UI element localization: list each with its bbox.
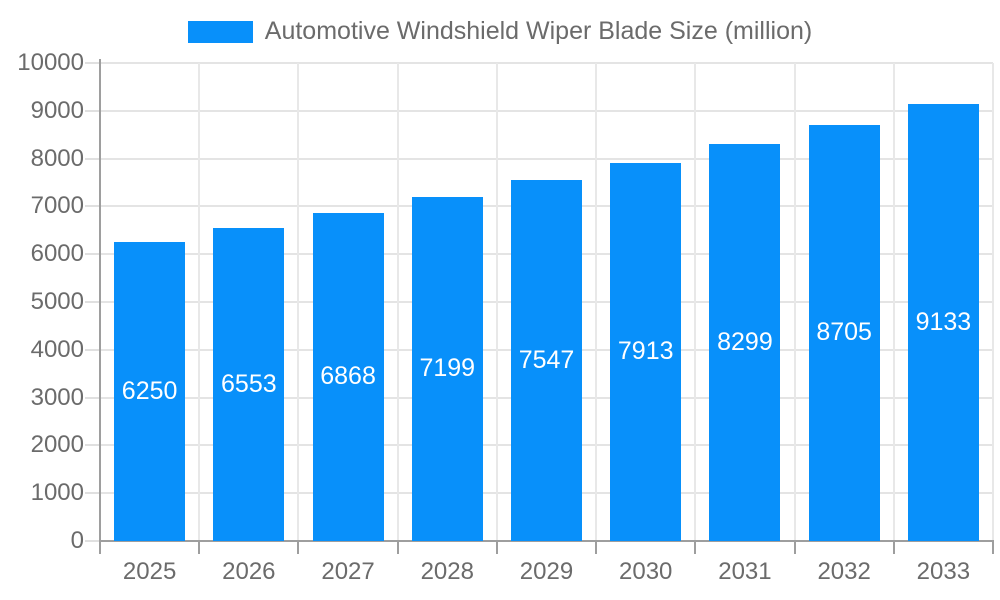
gridline-vertical <box>595 63 598 541</box>
bar-value-label: 7913 <box>617 337 674 366</box>
y-axis-tick-label: 4000 <box>30 335 84 363</box>
gridline-vertical <box>793 63 796 541</box>
gridline-horizontal <box>100 62 993 64</box>
y-axis-tick <box>85 253 100 256</box>
x-axis-tick <box>595 541 598 554</box>
y-axis-tick <box>85 109 100 112</box>
bar-value-label: 6553 <box>221 369 277 398</box>
bar-2033: 9133 <box>907 104 979 541</box>
y-axis-line <box>99 59 101 541</box>
y-axis-tick-label: 7000 <box>30 192 84 220</box>
legend: Automotive Windshield Wiper Blade Size (… <box>0 17 1000 46</box>
y-axis-tick-label: 10000 <box>17 49 84 76</box>
bar-2032: 8705 <box>808 124 880 541</box>
legend-swatch <box>187 20 253 43</box>
bar-value-label: 6868 <box>320 362 376 391</box>
bar-value-label: 8299 <box>717 328 773 357</box>
gridline-vertical <box>198 63 201 541</box>
x-axis-tick-label: 2031 <box>718 558 772 585</box>
y-axis-tick-label: 6000 <box>30 240 84 268</box>
y-axis-tick-label: 1000 <box>30 479 84 507</box>
bar-2028: 7199 <box>411 196 483 541</box>
x-axis-tick-label: 2026 <box>222 558 276 585</box>
legend-label: Automotive Windshield Wiper Blade Size (… <box>264 17 813 45</box>
y-axis-tick-label: 5000 <box>30 288 84 315</box>
gridline-vertical <box>892 63 895 541</box>
bar-2030: 7913 <box>610 162 682 541</box>
x-axis-tick-label: 2033 <box>916 558 971 585</box>
x-axis-tick-label: 2025 <box>122 558 177 585</box>
gridline-vertical <box>297 63 300 541</box>
x-axis-tick <box>694 541 697 554</box>
x-axis-tick-label: 2032 <box>817 558 871 585</box>
x-axis-tick-label: 2029 <box>519 558 574 585</box>
y-axis-tick <box>85 492 100 495</box>
y-axis-tick <box>85 396 100 399</box>
bar-value-label: 9133 <box>915 308 972 337</box>
x-axis-tick <box>297 541 300 554</box>
gridline-horizontal <box>100 109 993 112</box>
y-axis-tick-label: 0 <box>70 527 84 554</box>
x-axis-tick-label: 2030 <box>619 558 673 585</box>
y-axis-tick-label: 8000 <box>30 144 84 172</box>
gridline-vertical <box>495 63 498 541</box>
y-axis-tick <box>85 444 100 447</box>
bar-2029: 7547 <box>511 180 582 541</box>
gridline-vertical <box>396 63 399 541</box>
x-axis-tick <box>892 541 895 554</box>
bar-2025: 6250 <box>114 242 186 541</box>
y-axis-tick <box>85 348 100 351</box>
bar-2026: 6553 <box>213 227 285 541</box>
gridline-vertical <box>694 63 697 541</box>
y-axis-tick <box>85 62 100 64</box>
x-axis-tick-label: 2027 <box>321 558 375 585</box>
x-axis-tick <box>99 541 101 554</box>
bar-value-label: 6250 <box>121 377 178 406</box>
y-axis-tick <box>85 540 100 542</box>
y-axis-tick-label: 2000 <box>30 431 84 459</box>
bar-2031: 8299 <box>709 144 781 541</box>
x-axis-tick-label: 2028 <box>420 558 474 585</box>
bar-value-label: 7199 <box>419 354 476 383</box>
x-axis-tick <box>495 541 498 554</box>
gridline-horizontal <box>100 157 993 160</box>
gridline-vertical <box>992 63 994 541</box>
bar-value-label: 8705 <box>816 318 872 347</box>
x-axis-tick <box>992 541 994 554</box>
bar-2027: 6868 <box>312 212 384 541</box>
y-axis-tick <box>85 205 100 208</box>
x-axis-tick <box>793 541 796 554</box>
x-axis-tick <box>198 541 201 554</box>
y-axis-tick <box>85 157 100 160</box>
y-axis-tick <box>85 301 100 303</box>
x-axis-tick <box>396 541 399 554</box>
y-axis-tick-label: 9000 <box>30 96 84 124</box>
bar-value-label: 7547 <box>518 346 575 375</box>
x-axis-line <box>99 540 994 542</box>
y-axis-tick-label: 3000 <box>30 383 84 411</box>
